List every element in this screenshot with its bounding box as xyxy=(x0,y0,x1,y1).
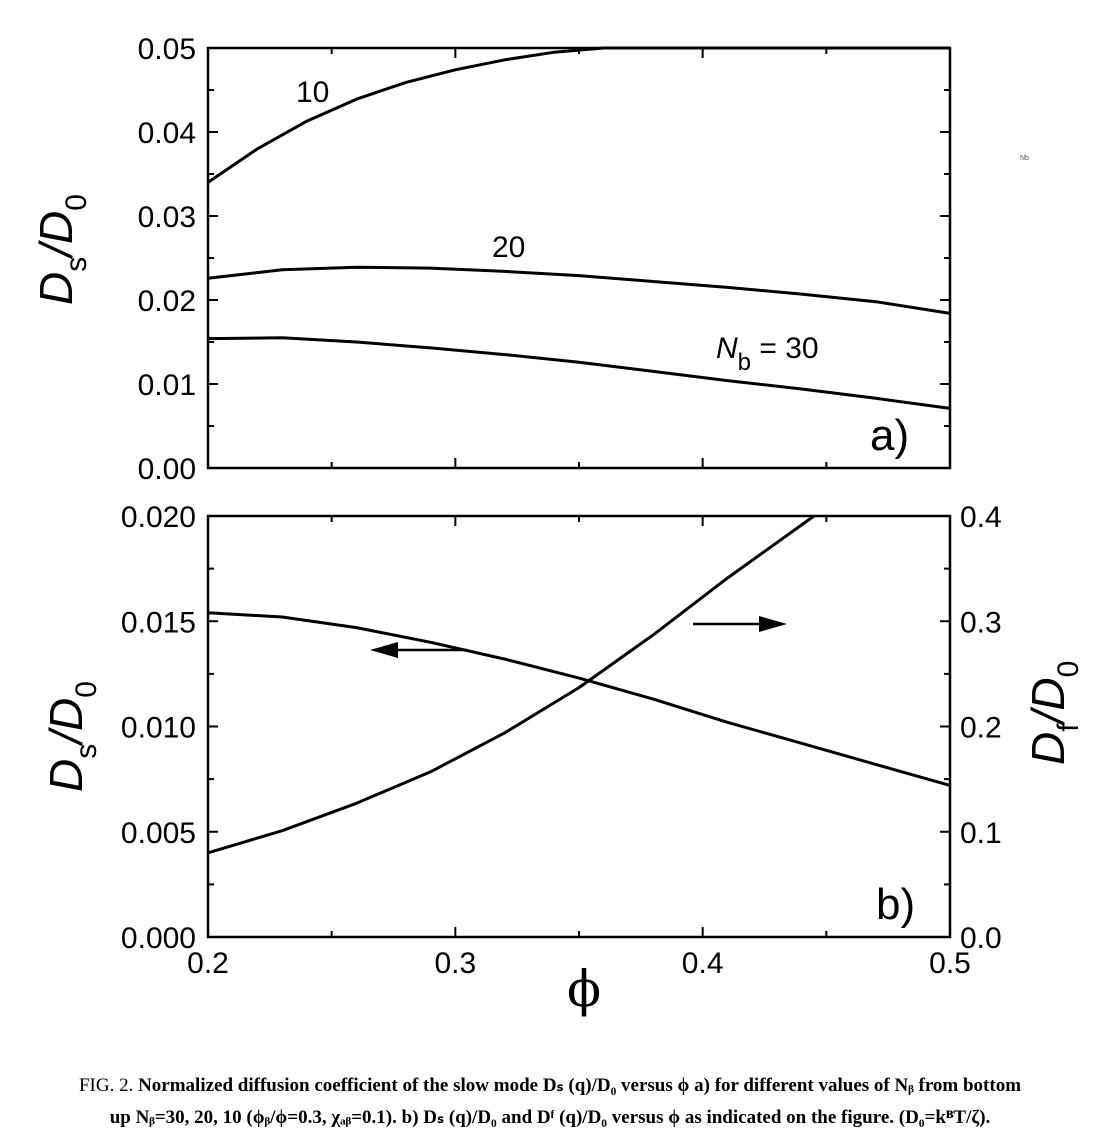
panel-a-series-line-2 xyxy=(207,336,951,410)
y-tick-label: 0.04 xyxy=(138,117,196,150)
panel-b-left-tick-labels: 0.000 0.005 0.010 0.015 0.020 xyxy=(121,501,196,955)
panel-a-frame xyxy=(206,46,952,470)
left-y-tick-label: 0.020 xyxy=(121,501,196,534)
panel-b-left-y-axis-title: Ds/D0 xyxy=(40,681,103,792)
panel-b-curves xyxy=(208,516,950,855)
x-tick-label: 0.2 xyxy=(187,947,229,980)
curve-label-10: 10 xyxy=(296,76,329,109)
panel-b-series-line-left xyxy=(208,611,950,787)
caption-line-2: up Nᵦ=30, 20, 10 (ϕᵦ/ϕ=0.3, χₐᵦ=0.1). b)… xyxy=(109,1107,991,1128)
panel-a-series-line-1 xyxy=(207,265,951,315)
caption-text-1: Normalized diffusion coefficient of the … xyxy=(138,1075,1022,1096)
right-y-tick-label: 0.1 xyxy=(960,817,1002,850)
x-tick-labels: 0.2 0.3 0.4 0.5 xyxy=(187,947,971,980)
caption-fig-label: FIG. 2. xyxy=(78,1075,134,1096)
panel-a: 0.00 0.01 0.02 0.03 0.04 0.05 10 20 Nb = 30 a… xyxy=(30,33,1029,486)
panel-label-a: a) xyxy=(870,411,909,460)
left-y-tick-label: 0.010 xyxy=(121,712,196,745)
panel-b-series-line-right xyxy=(208,516,815,855)
y-tick-label: 0.00 xyxy=(138,453,196,486)
right-axis-arrow xyxy=(693,616,787,632)
x-tick-label: 0.3 xyxy=(434,947,476,980)
x-tick-label: 0.5 xyxy=(929,947,971,980)
right-y-tick-label: 0.0 xyxy=(960,922,1002,955)
panel-b-right-y-axis-title: Df/D0 xyxy=(1022,661,1085,765)
y-tick-label: 0.03 xyxy=(138,201,196,234)
caption-line-1: FIG. 2. Normalized diffusion coefficient… xyxy=(20,1070,1080,1102)
figure: 0.00 0.01 0.02 0.03 0.04 0.05 10 20 Nb = 30 a… xyxy=(30,33,1085,1018)
panel-b-ticks xyxy=(207,515,951,938)
right-y-tick-label: 0.4 xyxy=(960,501,1002,534)
left-axis-arrow xyxy=(370,642,467,658)
y-tick-label: 0.02 xyxy=(138,285,196,318)
panel-b-frame xyxy=(206,514,952,939)
stray-label: Nb xyxy=(1020,155,1029,162)
left-y-tick-label: 0.015 xyxy=(121,606,196,639)
y-tick-label: 0.05 xyxy=(138,33,196,66)
curve-label-20: 20 xyxy=(492,231,525,264)
left-y-tick-label: 0.005 xyxy=(121,817,196,850)
right-y-tick-label: 0.3 xyxy=(960,606,1002,639)
x-axis-title: ϕ xyxy=(567,960,601,1018)
panel-a-y-tick-labels: 0.00 0.01 0.02 0.03 0.04 0.05 xyxy=(138,33,196,486)
panel-a-ticks xyxy=(207,47,951,469)
curve-label-nb30: Nb = 30 xyxy=(716,332,819,376)
right-y-tick-label: 0.2 xyxy=(960,712,1002,745)
panel-a-series-line-0 xyxy=(207,46,950,184)
figure-caption: FIG. 2. Normalized diffusion coefficient… xyxy=(20,1070,1080,1134)
panel-b-right-tick-labels: 0.0 0.1 0.2 0.3 0.4 xyxy=(960,501,1002,955)
y-tick-label: 0.01 xyxy=(138,369,196,402)
panel-label-b: b) xyxy=(876,880,915,929)
left-y-tick-label: 0.000 xyxy=(121,922,196,955)
panel-a-y-axis-title: Ds/D0 xyxy=(30,194,93,305)
x-tick-label: 0.4 xyxy=(682,947,724,980)
